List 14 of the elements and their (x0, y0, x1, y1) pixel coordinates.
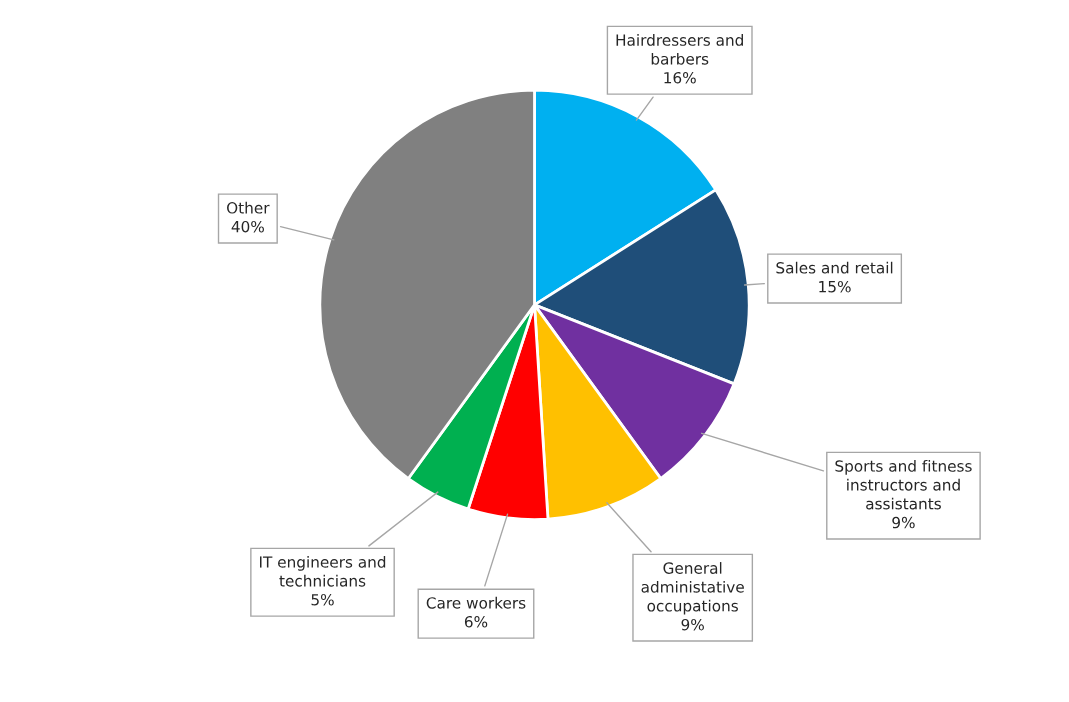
slice-label: Sports and fitness instructors and assistants (835, 459, 972, 510)
slice-label: Care workers (426, 596, 526, 609)
data-label: 40% (231, 220, 264, 233)
slice-label: Hairdressers and barbers (616, 34, 743, 65)
data-label: 6% (464, 615, 488, 628)
slice-label: Sales and retail (776, 261, 893, 274)
slice-label: IT engineers and technicians (260, 555, 386, 587)
slice-label: Other (227, 201, 270, 214)
slice-label: General administative occupations (641, 562, 744, 615)
data-label: 15% (819, 280, 851, 293)
data-label: 9% (681, 618, 704, 631)
data-label: 5% (311, 593, 334, 606)
data-label: 16% (664, 72, 696, 84)
data-label: 9% (892, 516, 915, 529)
